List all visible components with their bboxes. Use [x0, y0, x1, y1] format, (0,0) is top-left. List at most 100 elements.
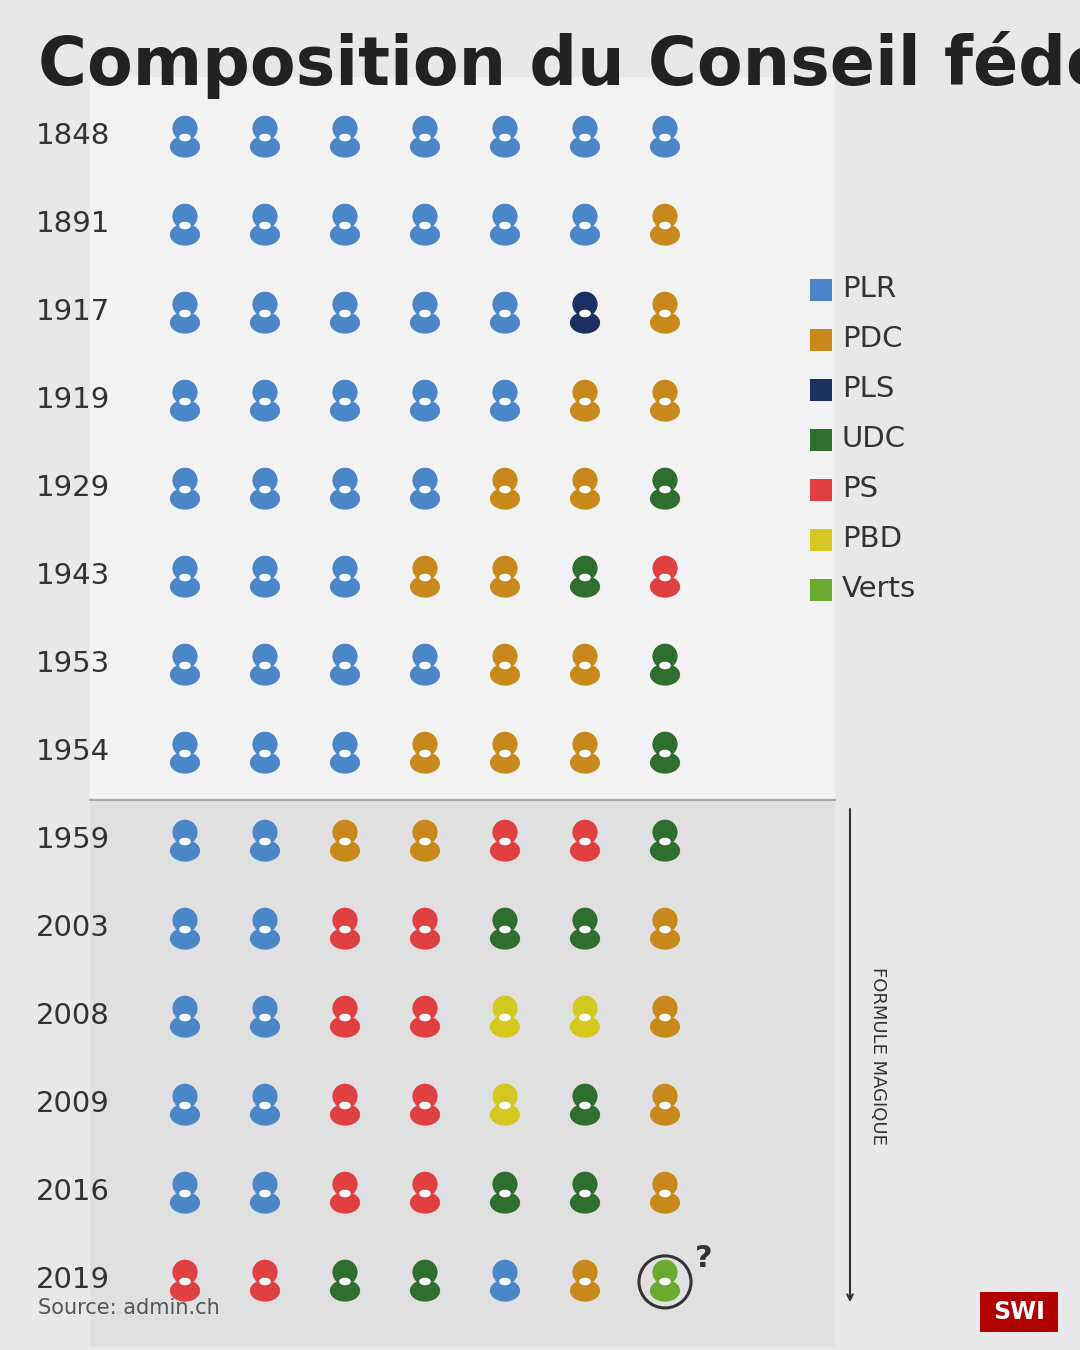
Ellipse shape — [570, 927, 600, 949]
Circle shape — [333, 556, 357, 580]
Ellipse shape — [329, 224, 360, 246]
Ellipse shape — [579, 574, 591, 582]
Ellipse shape — [249, 487, 280, 510]
Ellipse shape — [490, 752, 521, 774]
Ellipse shape — [339, 1014, 351, 1021]
Ellipse shape — [329, 927, 360, 949]
Ellipse shape — [579, 926, 591, 933]
Ellipse shape — [490, 927, 521, 949]
Circle shape — [173, 819, 198, 845]
Circle shape — [492, 907, 517, 933]
Ellipse shape — [650, 1280, 680, 1301]
Circle shape — [253, 1084, 278, 1108]
Text: PS: PS — [842, 475, 878, 504]
Ellipse shape — [410, 224, 441, 246]
Circle shape — [572, 732, 597, 757]
Circle shape — [413, 819, 437, 845]
Ellipse shape — [410, 487, 441, 510]
Ellipse shape — [490, 400, 521, 421]
Circle shape — [333, 819, 357, 845]
Circle shape — [413, 556, 437, 580]
Ellipse shape — [170, 487, 200, 510]
Ellipse shape — [410, 664, 441, 686]
Ellipse shape — [419, 398, 431, 405]
Ellipse shape — [410, 1015, 441, 1038]
Circle shape — [413, 1260, 437, 1285]
Ellipse shape — [570, 1280, 600, 1301]
Circle shape — [572, 996, 597, 1021]
FancyBboxPatch shape — [810, 479, 832, 501]
Circle shape — [253, 819, 278, 845]
Ellipse shape — [179, 221, 191, 230]
Ellipse shape — [170, 1192, 200, 1214]
Ellipse shape — [419, 309, 431, 317]
Ellipse shape — [170, 1280, 200, 1301]
Circle shape — [413, 996, 437, 1021]
Ellipse shape — [249, 224, 280, 246]
Circle shape — [572, 379, 597, 405]
Circle shape — [333, 907, 357, 933]
Ellipse shape — [339, 574, 351, 582]
Ellipse shape — [179, 749, 191, 757]
Ellipse shape — [179, 1014, 191, 1021]
Ellipse shape — [570, 136, 600, 158]
Ellipse shape — [179, 134, 191, 142]
Text: UDC: UDC — [842, 425, 906, 452]
Ellipse shape — [419, 838, 431, 845]
Ellipse shape — [579, 486, 591, 493]
Ellipse shape — [410, 1192, 441, 1214]
Ellipse shape — [419, 221, 431, 230]
Circle shape — [173, 116, 198, 140]
Circle shape — [253, 1172, 278, 1197]
Circle shape — [253, 1260, 278, 1285]
Circle shape — [572, 292, 597, 317]
Ellipse shape — [339, 926, 351, 933]
Text: Verts: Verts — [842, 575, 916, 603]
Ellipse shape — [499, 662, 511, 670]
Ellipse shape — [659, 309, 671, 317]
Ellipse shape — [249, 400, 280, 421]
Ellipse shape — [249, 1192, 280, 1214]
Ellipse shape — [170, 576, 200, 598]
Circle shape — [413, 379, 437, 405]
Ellipse shape — [410, 752, 441, 774]
Ellipse shape — [179, 574, 191, 582]
Circle shape — [572, 467, 597, 493]
Ellipse shape — [170, 1015, 200, 1038]
Circle shape — [173, 996, 198, 1021]
Ellipse shape — [659, 1014, 671, 1021]
Circle shape — [652, 1260, 677, 1285]
Circle shape — [253, 996, 278, 1021]
Ellipse shape — [419, 1014, 431, 1021]
Ellipse shape — [579, 838, 591, 845]
Ellipse shape — [650, 312, 680, 333]
Ellipse shape — [499, 486, 511, 493]
Ellipse shape — [579, 1277, 591, 1285]
Text: 2009: 2009 — [37, 1089, 110, 1118]
Circle shape — [492, 732, 517, 757]
Ellipse shape — [570, 664, 600, 686]
Ellipse shape — [179, 486, 191, 493]
FancyBboxPatch shape — [810, 279, 832, 301]
Ellipse shape — [170, 664, 200, 686]
Ellipse shape — [499, 1014, 511, 1021]
Circle shape — [492, 1084, 517, 1108]
Ellipse shape — [499, 309, 511, 317]
Circle shape — [253, 204, 278, 230]
Circle shape — [333, 204, 357, 230]
Ellipse shape — [329, 576, 360, 598]
Ellipse shape — [650, 927, 680, 949]
Circle shape — [492, 556, 517, 580]
Ellipse shape — [410, 400, 441, 421]
Text: 2003: 2003 — [36, 914, 110, 942]
Ellipse shape — [339, 662, 351, 670]
Ellipse shape — [499, 1277, 511, 1285]
Ellipse shape — [339, 486, 351, 493]
Circle shape — [333, 644, 357, 668]
Text: PDC: PDC — [842, 325, 903, 352]
Ellipse shape — [339, 1189, 351, 1197]
Circle shape — [652, 204, 677, 230]
Ellipse shape — [179, 838, 191, 845]
Ellipse shape — [339, 398, 351, 405]
Ellipse shape — [249, 1280, 280, 1301]
